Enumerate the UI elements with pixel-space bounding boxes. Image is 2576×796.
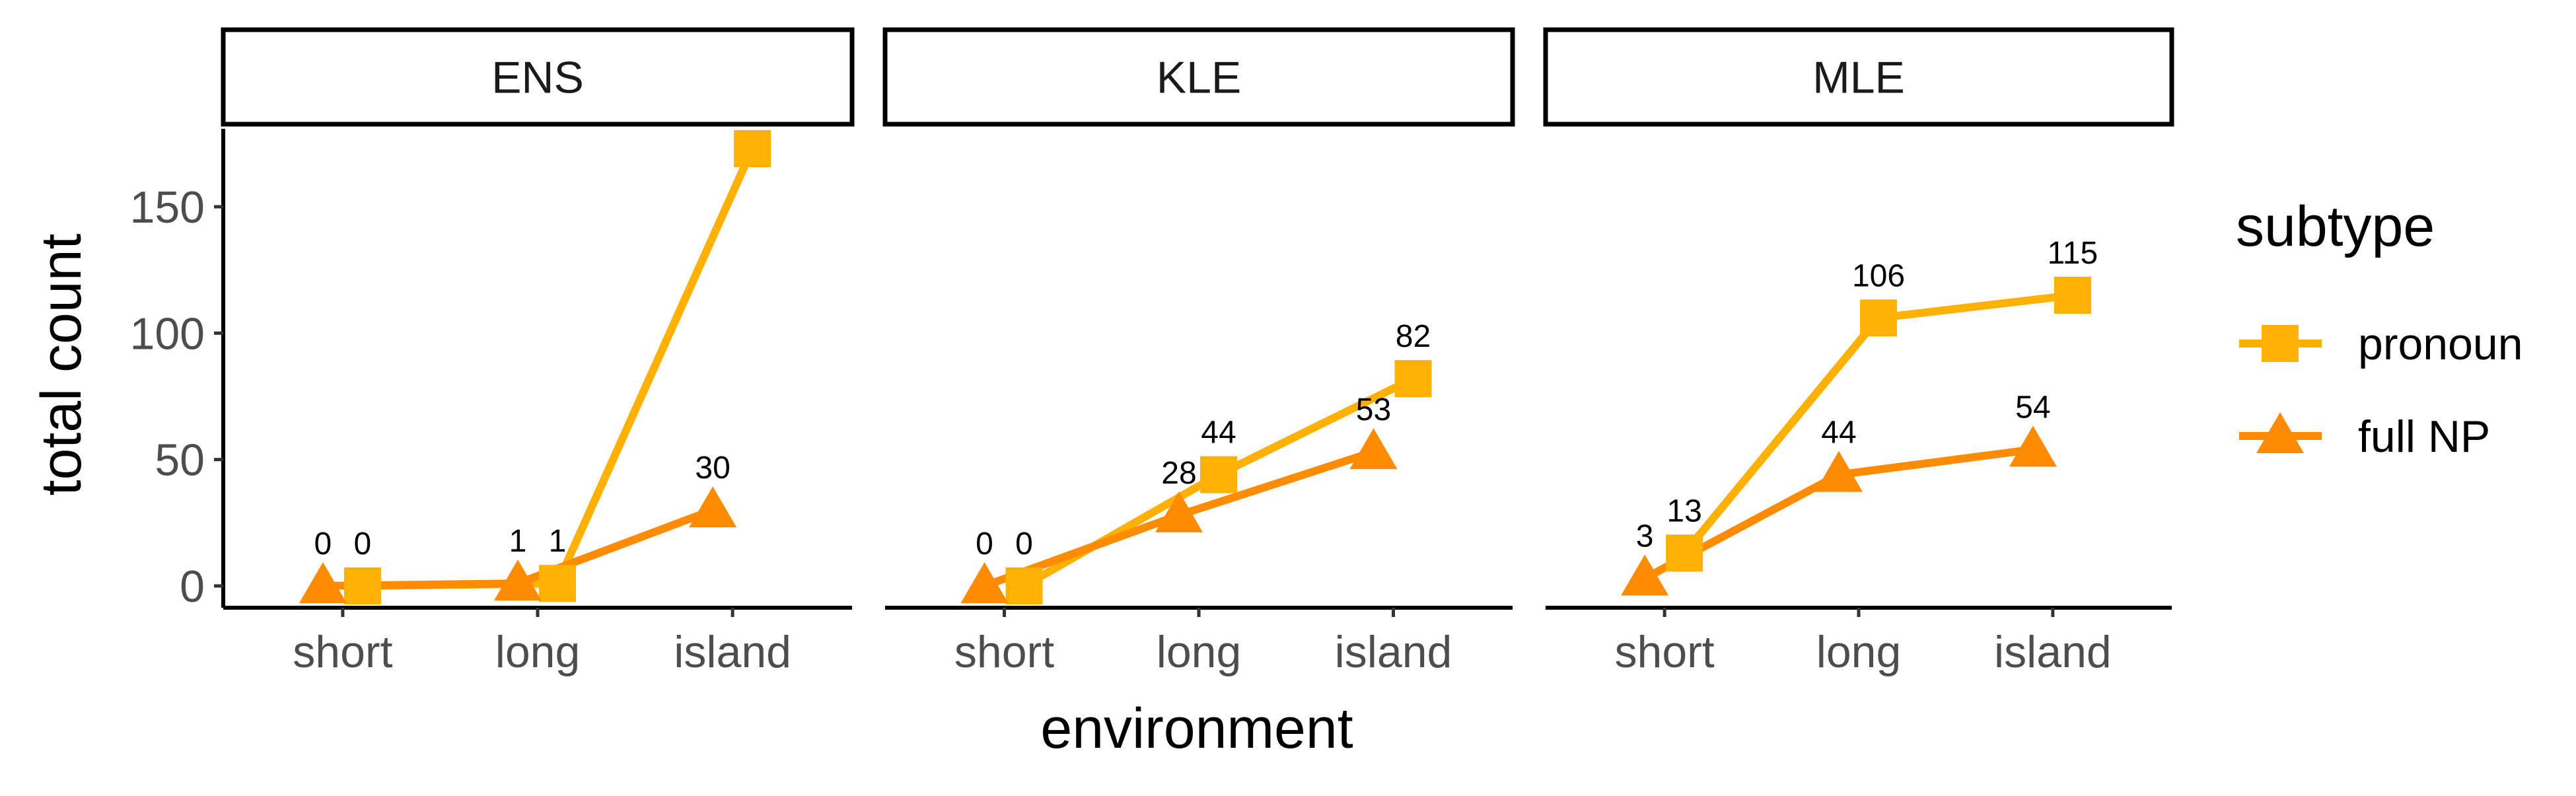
data-label: 28 bbox=[1161, 456, 1196, 491]
x-tick-label: long bbox=[495, 627, 581, 677]
data-label: 0 bbox=[314, 526, 332, 561]
facet-strip-label: KLE bbox=[1157, 53, 1242, 103]
data-point-full-NP bbox=[2009, 425, 2057, 467]
data-label: 0 bbox=[1015, 526, 1033, 561]
data-label: 0 bbox=[976, 526, 993, 561]
data-point-full-NP bbox=[299, 562, 347, 603]
legend-key-square bbox=[2262, 325, 2299, 362]
x-tick-label: island bbox=[1994, 627, 2112, 677]
data-point-full-NP bbox=[1815, 451, 1863, 492]
data-label: 54 bbox=[2015, 390, 2050, 425]
data-label: 0 bbox=[354, 526, 372, 561]
facet-strip-label: ENS bbox=[491, 53, 584, 103]
data-point-full-NP bbox=[689, 486, 737, 528]
legend-title: subtype bbox=[2236, 195, 2435, 258]
y-axis-title: total count bbox=[30, 233, 93, 495]
data-point-pronoun bbox=[1394, 360, 1432, 398]
x-tick-label: island bbox=[674, 627, 791, 677]
data-point-pronoun bbox=[1200, 456, 1237, 493]
facet-strip bbox=[1543, 27, 2174, 127]
data-point-full-NP bbox=[1349, 428, 1398, 470]
facet-panel-kle: KLE short long island 0 44 82 0 28 53 bbox=[882, 27, 1515, 677]
x-tick-label: long bbox=[1816, 627, 1902, 677]
x-tick-label: short bbox=[954, 627, 1054, 677]
data-label: 44 bbox=[1821, 416, 1856, 451]
y-tick-label: 100 bbox=[130, 308, 205, 359]
facet-strip bbox=[221, 27, 855, 127]
data-point-pronoun bbox=[539, 565, 576, 602]
facet-panel-mle: MLE short long island 13 106 115 3 44 54 bbox=[1543, 27, 2174, 677]
legend-label: pronoun bbox=[2358, 319, 2523, 369]
x-axis-title: environment bbox=[1040, 697, 1353, 760]
data-label: 44 bbox=[1201, 416, 1236, 451]
data-point-full-NP bbox=[960, 562, 1009, 603]
x-tick-label: long bbox=[1157, 627, 1242, 677]
legend-label: full NP bbox=[2358, 412, 2490, 462]
data-point-pronoun bbox=[734, 129, 771, 167]
data-point-pronoun bbox=[343, 567, 381, 604]
data-point-pronoun bbox=[2054, 276, 2091, 314]
data-point-full-NP bbox=[1621, 554, 1669, 596]
y-tick-label: 0 bbox=[180, 561, 205, 612]
data-label: 115 bbox=[2048, 236, 2098, 271]
data-label: 30 bbox=[695, 451, 730, 486]
data-label: 106 bbox=[1852, 258, 1905, 293]
data-label: 82 bbox=[1396, 319, 1431, 354]
data-label: 53 bbox=[1356, 392, 1391, 427]
y-tick-label: 150 bbox=[130, 182, 205, 233]
facet-panel-ens: ENS 0 50 100 150 short long island 0 1 0 1 30 bbox=[130, 27, 855, 677]
data-label: 1 bbox=[549, 524, 567, 559]
data-point-full-NP bbox=[494, 560, 542, 601]
legend: subtype pronoun full NP bbox=[2236, 195, 2523, 462]
data-point-pronoun bbox=[1860, 299, 1897, 337]
x-tick-label: island bbox=[1335, 627, 1452, 677]
legend-key-triangle bbox=[2256, 412, 2304, 453]
x-tick-label: short bbox=[293, 627, 392, 677]
data-label: 3 bbox=[1636, 519, 1654, 554]
data-label: 1 bbox=[509, 524, 527, 559]
facet-strip-label: MLE bbox=[1812, 53, 1905, 103]
data-point-pronoun bbox=[1666, 534, 1703, 572]
data-point-pronoun bbox=[1005, 567, 1043, 604]
data-point-full-NP bbox=[1155, 491, 1203, 532]
x-tick-label: short bbox=[1615, 627, 1715, 677]
y-tick-label: 50 bbox=[155, 435, 205, 486]
facet-strip bbox=[882, 27, 1515, 127]
data-label: 13 bbox=[1666, 493, 1701, 528]
